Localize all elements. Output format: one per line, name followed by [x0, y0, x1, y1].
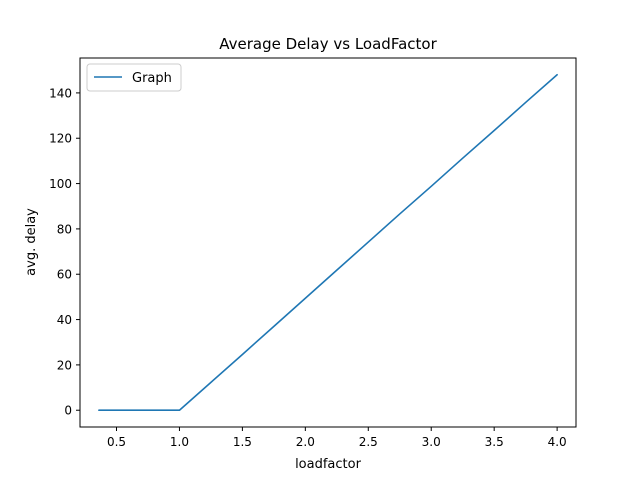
x-tick-label: 3.5: [485, 435, 504, 449]
plot-frame: [79, 57, 577, 428]
y-tick-label: 100: [49, 177, 72, 191]
x-tick-label: 0.5: [107, 435, 126, 449]
legend-label-graph: Graph: [132, 71, 172, 86]
plot-area: 0.5 1.0 1.5 2.0 2.5 3.0 3.5 4.0 0 20 40 60 80 100 120 1…: [49, 73, 567, 449]
x-tick-label: 1.0: [170, 435, 189, 449]
y-tick-label: 80: [57, 222, 72, 236]
legend-box: [86, 63, 182, 92]
x-tick-label: 1.5: [233, 435, 252, 449]
x-tick-label: 2.5: [359, 435, 378, 449]
chart-title: Average Delay vs LoadFactor: [219, 35, 437, 53]
y-tick-label: 40: [57, 313, 72, 327]
x-axis-label: loadfactor: [295, 457, 362, 472]
y-axis-label: avg. delay: [24, 208, 39, 276]
y-tick-label: 20: [57, 358, 72, 372]
legend: Graph: [86, 63, 182, 92]
y-tick-label: 140: [49, 86, 72, 100]
x-tick-label: 2.0: [296, 435, 315, 449]
y-tick-label: 0: [64, 404, 72, 418]
x-tick-label: 4.0: [548, 435, 567, 449]
x-tick-label: 3.0: [422, 435, 441, 449]
y-tick-label: 120: [49, 132, 72, 146]
series-line-graph: [98, 73, 558, 412]
y-tick-label: 60: [57, 268, 72, 282]
